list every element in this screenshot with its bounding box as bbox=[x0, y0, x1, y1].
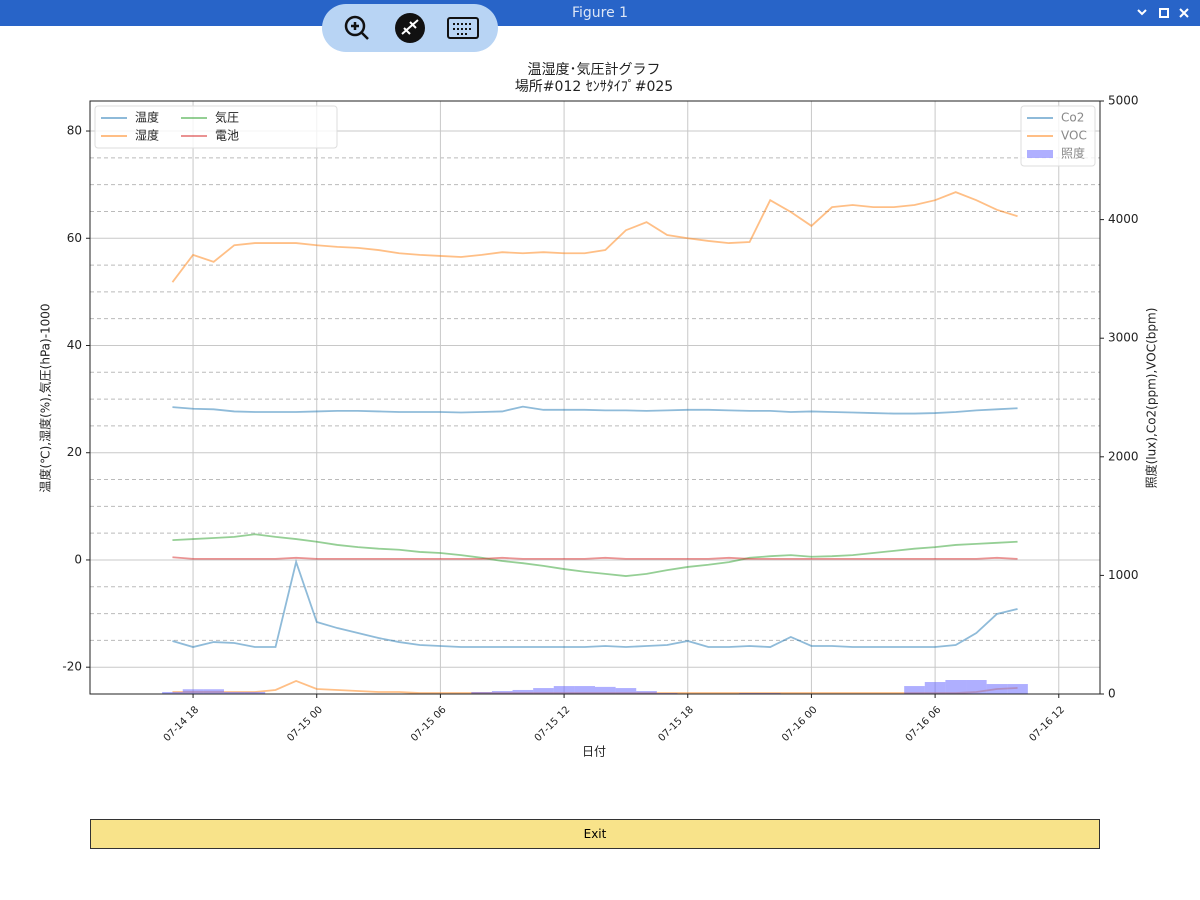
x-tick-label: 07-14 18 bbox=[162, 704, 202, 744]
bar bbox=[986, 684, 1008, 694]
bar bbox=[966, 680, 987, 694]
exit-button[interactable]: Exit bbox=[90, 819, 1100, 849]
series-line bbox=[171, 191, 1018, 283]
toolbar[interactable] bbox=[322, 4, 498, 52]
bar bbox=[512, 689, 534, 694]
y2-tick-label: 0 bbox=[1108, 687, 1116, 701]
bar bbox=[924, 682, 946, 694]
bar bbox=[244, 691, 266, 694]
bar bbox=[553, 686, 575, 694]
x-tick-label: 07-15 12 bbox=[533, 704, 573, 744]
series-line bbox=[172, 533, 1018, 577]
plot-frame bbox=[89, 100, 1101, 695]
bar bbox=[203, 689, 224, 694]
bar bbox=[904, 686, 925, 694]
chart-title: 温湿度･気圧計グラフ bbox=[528, 62, 661, 78]
bar bbox=[945, 680, 967, 694]
bar bbox=[574, 686, 595, 694]
bar bbox=[162, 691, 183, 694]
y2-tick-label: 5000 bbox=[1108, 94, 1139, 108]
x-tick-label: 07-16 06 bbox=[904, 704, 944, 744]
bar bbox=[615, 688, 637, 694]
series-line bbox=[172, 558, 1018, 648]
y-tick-label: 40 bbox=[67, 338, 82, 352]
window-controls[interactable] bbox=[1134, 4, 1194, 22]
bar bbox=[595, 686, 616, 694]
legend-label: Co2 bbox=[1061, 111, 1084, 125]
y2-tick-label: 2000 bbox=[1108, 449, 1139, 463]
series-line bbox=[172, 405, 1018, 415]
bar bbox=[223, 691, 245, 694]
x-tick-label: 07-15 18 bbox=[656, 704, 696, 744]
bar bbox=[471, 691, 492, 694]
legend-label: 温度 bbox=[135, 110, 159, 125]
x-tick-label: 07-15 00 bbox=[285, 704, 325, 744]
y2-tick-label: 4000 bbox=[1108, 212, 1139, 226]
y-tick-label: -20 bbox=[62, 660, 82, 674]
legend-label: 照度 bbox=[1061, 146, 1085, 161]
bar bbox=[636, 691, 657, 694]
x-tick-label: 07-16 12 bbox=[1027, 704, 1067, 744]
y2-tick-label: 3000 bbox=[1108, 331, 1139, 345]
legend-swatch bbox=[1027, 150, 1053, 158]
legend-label: 電池 bbox=[215, 129, 239, 143]
bar bbox=[491, 691, 513, 694]
title-bar: Figure 1 bbox=[0, 0, 1200, 26]
legend-label: 気圧 bbox=[215, 110, 239, 125]
y-tick-label: 80 bbox=[67, 124, 82, 138]
y-tick-label: 0 bbox=[74, 552, 82, 566]
y2-axis-label: 照度(lux),Co2(ppm),VOC(bpm) bbox=[1144, 308, 1159, 489]
bar bbox=[533, 688, 554, 694]
bar bbox=[182, 689, 204, 694]
y-axis-label: 温度(℃),湿度(%),気圧(hPa)-1000 bbox=[38, 303, 53, 492]
y2-tick-label: 1000 bbox=[1108, 568, 1139, 582]
bar bbox=[1007, 684, 1028, 694]
y-tick-label: 60 bbox=[67, 231, 82, 245]
legend-box bbox=[94, 105, 338, 149]
legend-label: VOC bbox=[1061, 129, 1087, 143]
y-tick-label: 20 bbox=[67, 445, 82, 459]
chart: 温湿度･気圧計グラフ 場所#012 ｾﾝｻﾀｲﾌﾟ#025 日付 温度(℃),湿… bbox=[38, 62, 1159, 759]
x-axis-label: 日付 bbox=[582, 745, 606, 759]
series-line bbox=[172, 556, 1018, 560]
x-tick-label: 07-15 06 bbox=[409, 704, 449, 744]
x-tick-label: 07-16 00 bbox=[780, 704, 820, 744]
legend-label: 湿度 bbox=[135, 128, 159, 143]
chart-subtitle: 場所#012 ｾﾝｻﾀｲﾌﾟ#025 bbox=[515, 79, 673, 95]
